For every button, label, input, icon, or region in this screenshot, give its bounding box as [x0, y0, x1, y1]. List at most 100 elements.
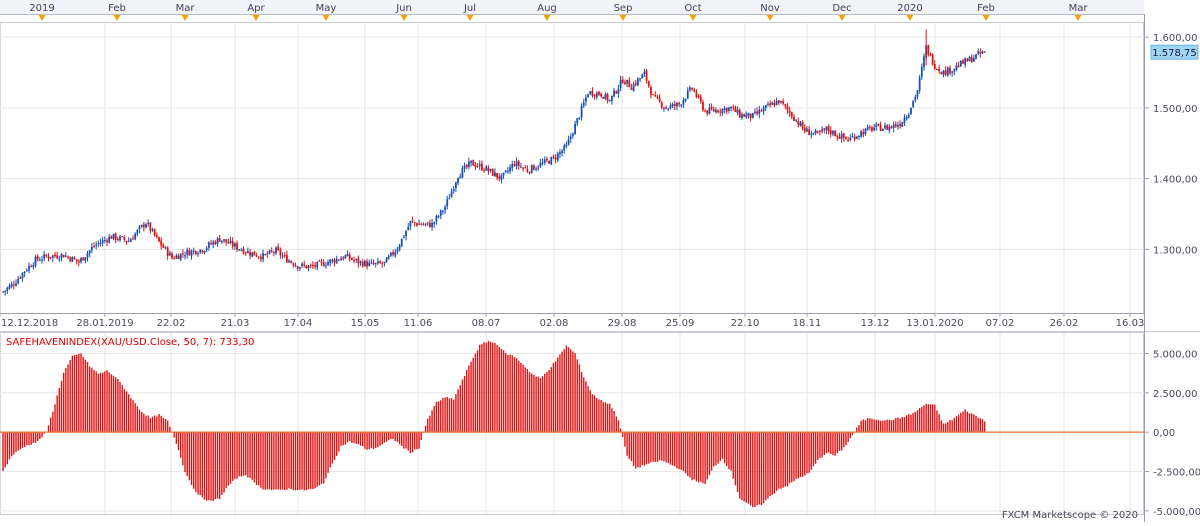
candle[interactable] [875, 121, 878, 131]
candle[interactable] [927, 44, 930, 57]
candle[interactable] [825, 126, 828, 134]
candle[interactable] [370, 258, 373, 265]
candle[interactable] [387, 254, 390, 260]
candle[interactable] [77, 259, 80, 267]
candle[interactable] [721, 108, 724, 116]
candle[interactable] [335, 255, 338, 265]
candle[interactable] [383, 261, 386, 267]
candle[interactable] [205, 246, 208, 253]
candle[interactable] [775, 97, 778, 106]
candle[interactable] [301, 261, 303, 269]
candle[interactable] [602, 96, 605, 100]
candle[interactable] [591, 87, 594, 98]
candle[interactable] [125, 240, 128, 245]
candle[interactable] [173, 255, 176, 260]
candle[interactable] [762, 105, 765, 115]
candle[interactable] [333, 258, 336, 267]
candle[interactable] [968, 55, 971, 62]
candle[interactable] [697, 93, 700, 99]
candle[interactable] [103, 236, 106, 244]
candle[interactable] [34, 254, 37, 268]
candle[interactable] [777, 100, 780, 106]
candle[interactable] [751, 112, 754, 119]
candle[interactable] [231, 237, 234, 250]
candle[interactable] [764, 104, 767, 112]
candle[interactable] [550, 156, 553, 166]
candle[interactable] [704, 108, 707, 113]
candle[interactable] [708, 103, 711, 115]
candle[interactable] [652, 93, 654, 96]
candle[interactable] [628, 77, 631, 88]
candle[interactable] [736, 106, 739, 116]
candle[interactable] [572, 132, 574, 139]
candle[interactable] [851, 132, 854, 138]
candle[interactable] [767, 101, 769, 107]
candle[interactable] [190, 249, 193, 260]
candle[interactable] [953, 68, 956, 76]
candle[interactable] [699, 94, 702, 104]
candle[interactable] [450, 188, 453, 198]
candle[interactable] [920, 63, 923, 80]
candle[interactable] [192, 247, 195, 255]
candle[interactable] [285, 250, 288, 263]
candle[interactable] [845, 136, 847, 141]
candle[interactable] [422, 222, 425, 226]
candle[interactable] [535, 166, 537, 172]
candle[interactable] [816, 130, 819, 134]
candle[interactable] [667, 107, 670, 112]
candle[interactable] [598, 90, 600, 96]
candle[interactable] [127, 237, 130, 243]
candle[interactable] [177, 253, 180, 259]
candle[interactable] [749, 113, 752, 122]
candle[interactable] [745, 111, 748, 119]
candle[interactable] [357, 255, 360, 268]
candle[interactable] [342, 256, 345, 261]
candle[interactable] [771, 101, 774, 105]
candle[interactable] [502, 172, 505, 180]
candle[interactable] [691, 87, 694, 91]
candle[interactable] [90, 243, 93, 254]
candle[interactable] [257, 256, 260, 260]
candle[interactable] [576, 118, 579, 127]
candle[interactable] [240, 247, 243, 252]
candle[interactable] [975, 54, 977, 60]
candle[interactable] [147, 219, 150, 227]
candle[interactable] [634, 80, 637, 87]
candle[interactable] [324, 261, 327, 269]
candle[interactable] [236, 240, 238, 253]
candle[interactable] [314, 261, 316, 270]
candle[interactable] [413, 221, 416, 227]
candle[interactable] [972, 54, 975, 62]
candle[interactable] [860, 129, 863, 138]
candle[interactable] [168, 250, 171, 256]
candle[interactable] [541, 158, 544, 166]
candle[interactable] [806, 126, 808, 132]
candle[interactable] [645, 69, 648, 84]
candle[interactable] [585, 94, 587, 106]
candle[interactable] [114, 232, 117, 244]
candle[interactable] [359, 260, 362, 266]
candle[interactable] [452, 185, 455, 194]
candle[interactable] [93, 242, 95, 248]
candle[interactable] [266, 251, 269, 258]
candle[interactable] [543, 156, 546, 166]
candle[interactable] [84, 257, 87, 264]
candle[interactable] [719, 108, 722, 117]
candle[interactable] [361, 259, 364, 268]
candle[interactable] [877, 123, 880, 127]
candle[interactable] [60, 253, 63, 262]
candle[interactable] [58, 255, 61, 262]
candle[interactable] [327, 259, 329, 266]
candle[interactable] [819, 129, 821, 136]
candle[interactable] [194, 250, 197, 256]
candle[interactable] [210, 239, 212, 246]
candle[interactable] [929, 52, 932, 57]
candle[interactable] [121, 235, 124, 238]
candle[interactable] [400, 238, 403, 248]
candle[interactable] [801, 120, 804, 131]
candle[interactable] [363, 259, 366, 267]
candle[interactable] [884, 122, 886, 130]
candle[interactable] [981, 50, 984, 54]
candle[interactable] [82, 257, 85, 261]
